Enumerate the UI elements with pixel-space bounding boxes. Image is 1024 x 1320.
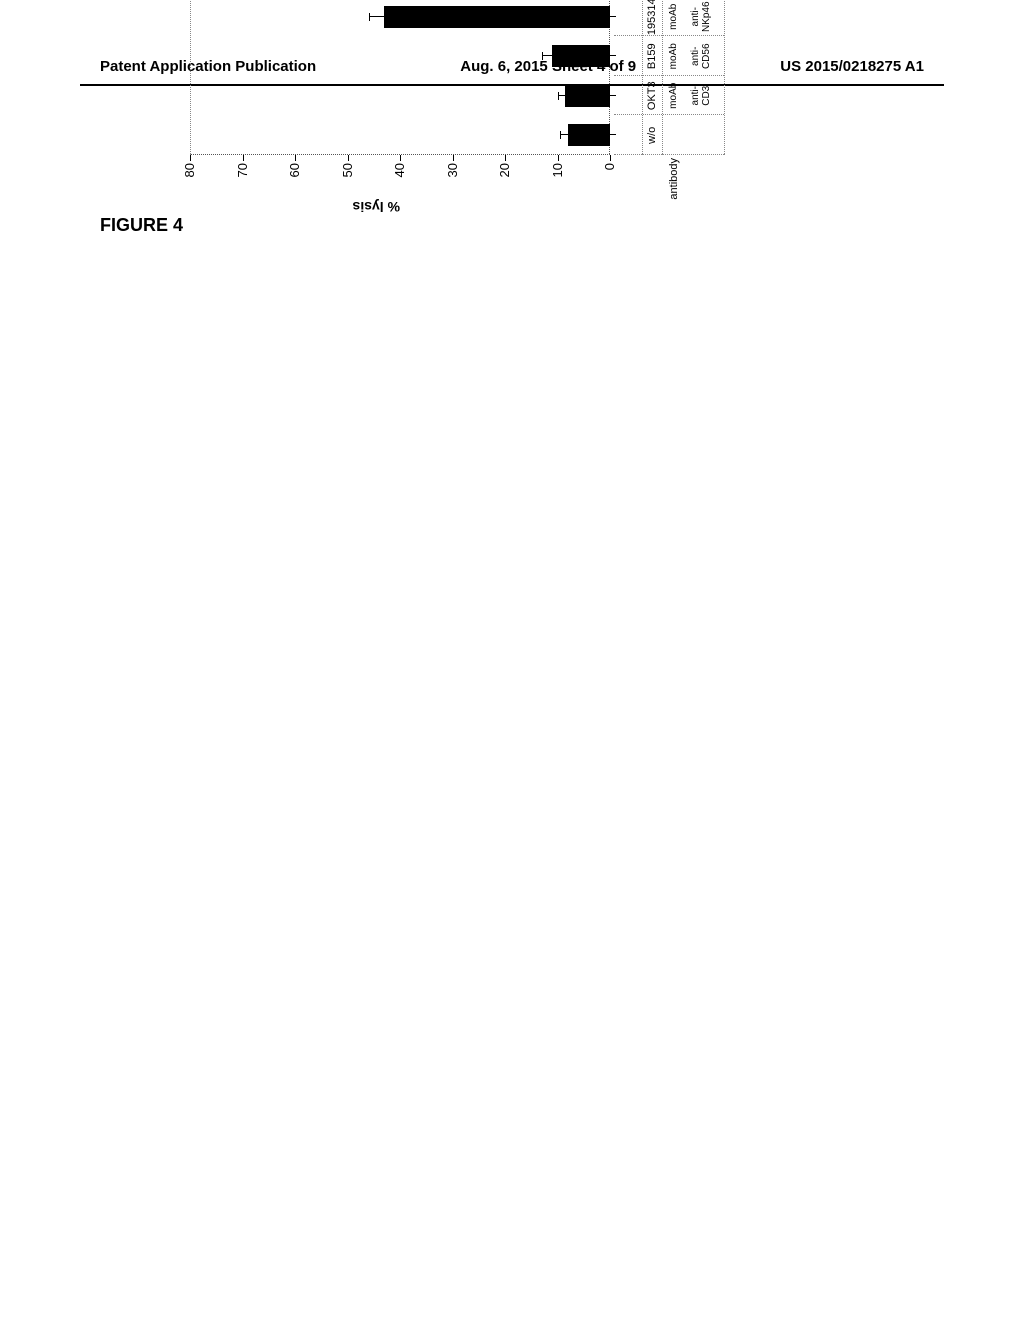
y-tick-label: 70 — [235, 163, 250, 203]
error-bar — [560, 134, 576, 135]
y-tick — [295, 155, 296, 161]
error-bar — [542, 55, 563, 56]
x-label-row3: moAb — [668, 4, 679, 30]
y-tick-label: 20 — [497, 163, 512, 203]
y-tick-label: 60 — [287, 163, 302, 203]
category-separator — [614, 75, 724, 76]
y-tick — [505, 155, 506, 161]
y-tick-label: 80 — [182, 163, 197, 203]
y-tick — [190, 155, 191, 161]
error-cap — [369, 13, 370, 21]
x-label-row4: anti-CD3 — [690, 86, 712, 106]
error-cap — [542, 52, 543, 60]
bar — [565, 85, 610, 107]
x-label-row2: 195314 — [646, 0, 658, 35]
bar — [384, 6, 610, 28]
error-cap — [558, 92, 559, 100]
x-label-row2: OKT3 — [646, 81, 658, 110]
error-cap — [400, 13, 401, 21]
bar — [552, 45, 610, 67]
x-label-row2: w/o — [646, 127, 658, 144]
y-tick-label: 0 — [602, 163, 617, 203]
error-cap — [560, 131, 561, 139]
x-tick — [610, 134, 616, 135]
header-right: US 2015/0218275 A1 — [780, 58, 924, 75]
chart-container: % lysis 01020304050607080w/oOKT3moAbanti… — [180, 0, 750, 215]
error-cap — [576, 131, 577, 139]
x-tick — [610, 55, 616, 56]
y-tick — [558, 155, 559, 161]
category-separator — [614, 154, 724, 155]
y-tick-label: 40 — [392, 163, 407, 203]
x-label-row4: anti-NKp46 — [690, 1, 712, 32]
x-tick — [610, 16, 616, 17]
label-row-divider — [642, 0, 643, 155]
label-row-divider — [724, 0, 725, 155]
x-tick — [610, 95, 616, 96]
figure-label: FIGURE 4 — [100, 215, 183, 236]
x-label-row2: B159 — [646, 43, 658, 69]
category-separator — [614, 36, 724, 37]
y-tick-label: 50 — [340, 163, 355, 203]
error-cap — [573, 92, 574, 100]
y-tick — [610, 155, 611, 161]
x-label-row3: moAb — [668, 43, 679, 69]
x-label-row4: anti-CD56 — [690, 43, 712, 69]
error-cap — [563, 52, 564, 60]
y-tick — [348, 155, 349, 161]
y-tick-label: 30 — [445, 163, 460, 203]
x-label-row3: moAb — [668, 83, 679, 109]
error-bar — [558, 95, 574, 96]
y-tick — [400, 155, 401, 161]
y-tick-label: 10 — [550, 163, 565, 203]
row-header-antibody: antibody — [668, 158, 680, 213]
category-separator — [614, 115, 724, 116]
plot-top-border — [190, 0, 191, 155]
y-tick — [453, 155, 454, 161]
bar — [568, 124, 610, 146]
label-row-divider — [662, 0, 663, 155]
error-bar — [369, 16, 401, 17]
y-tick — [243, 155, 244, 161]
